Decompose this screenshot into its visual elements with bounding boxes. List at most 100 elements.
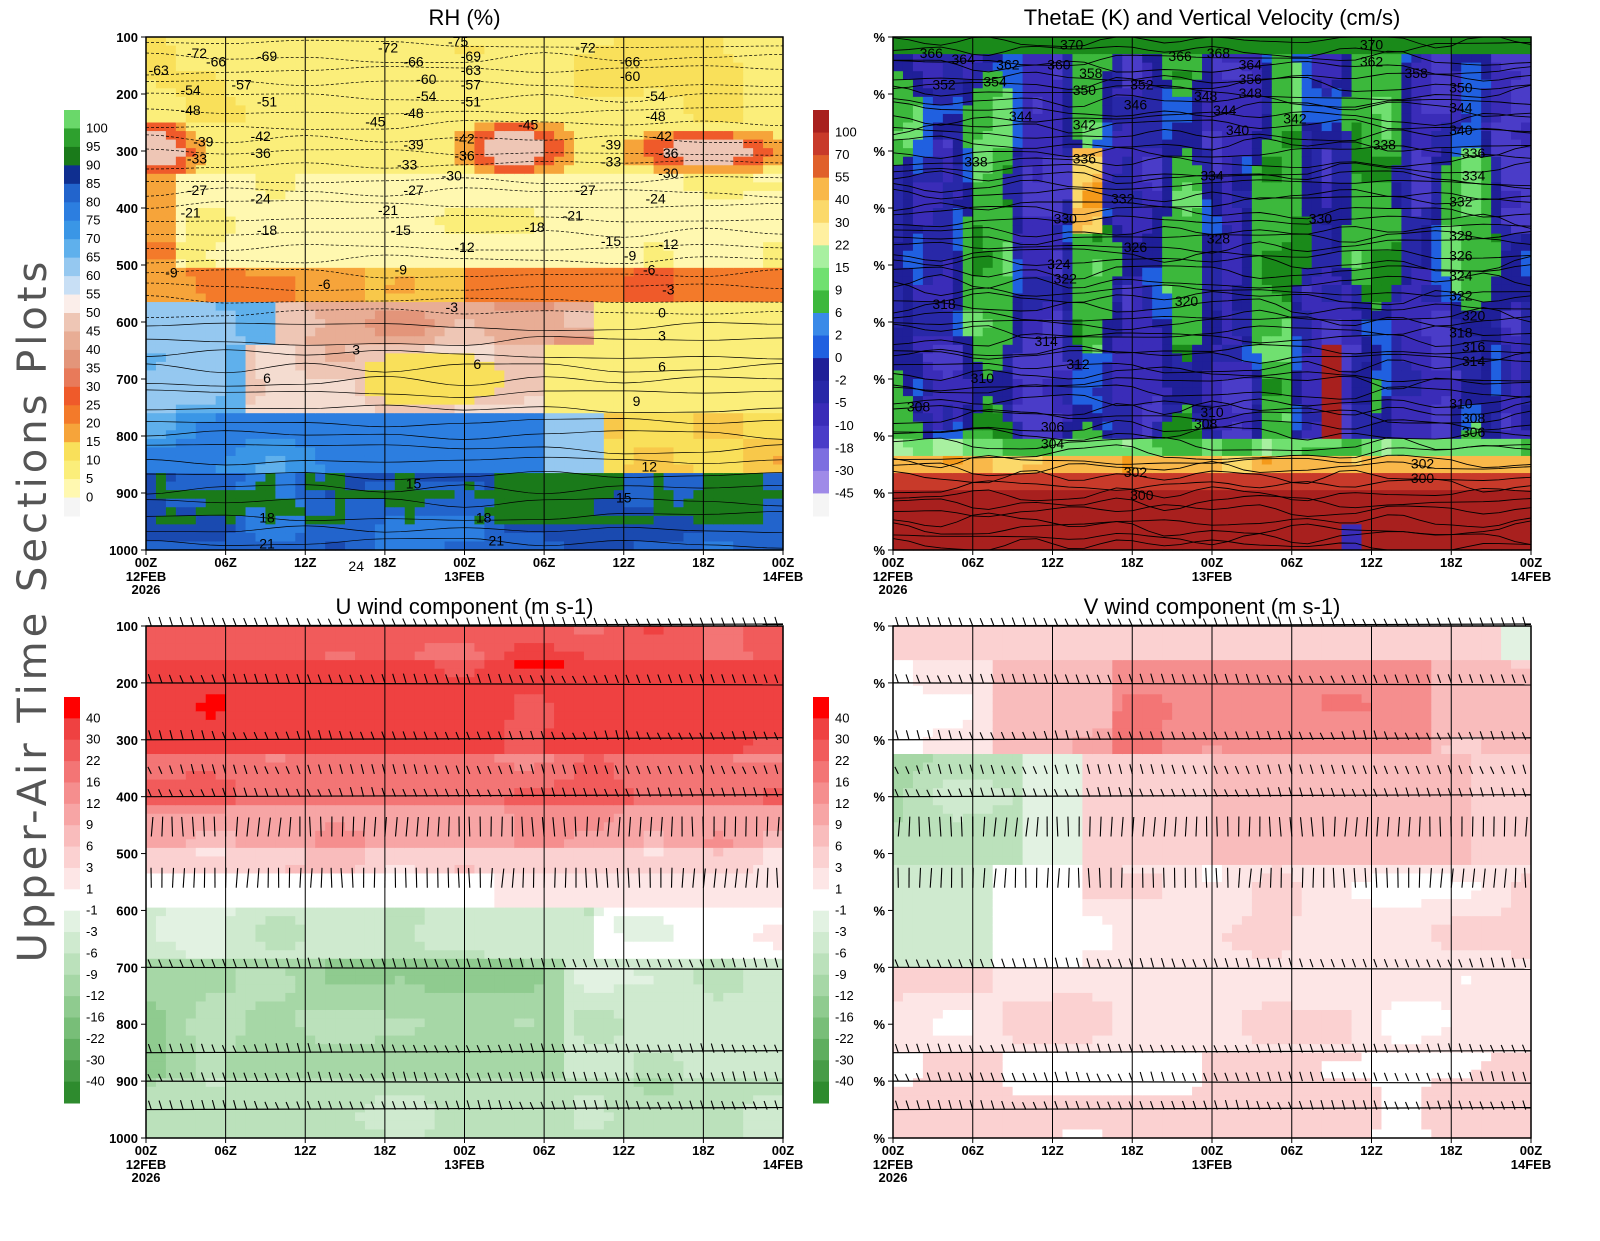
heatmap-cell (445, 268, 456, 277)
heatmap-cell (624, 336, 635, 345)
heatmap-cell (743, 157, 754, 166)
heatmap-cell (933, 217, 944, 226)
heatmap-cell (703, 413, 714, 422)
heatmap-cell (435, 242, 446, 251)
heatmap-cell (166, 148, 177, 157)
heatmap-cell (703, 302, 714, 311)
contour-label: -54 (645, 88, 665, 104)
heatmap-cell (723, 311, 734, 320)
heatmap-cell (445, 345, 456, 354)
heatmap-cell (455, 328, 466, 337)
heatmap-cell (713, 439, 724, 448)
heatmap-cell (624, 97, 635, 106)
heatmap-cell (913, 490, 924, 499)
heatmap-cell (206, 328, 217, 337)
heatmap-cell (544, 379, 555, 388)
heatmap-cell (355, 63, 366, 72)
heatmap-cell (395, 294, 406, 303)
heatmap-cell (226, 123, 237, 132)
heatmap-cell (604, 328, 615, 337)
heatmap-cell (933, 251, 944, 260)
heatmap-cell (465, 430, 476, 439)
heatmap-cell (524, 319, 535, 328)
heatmap-cell (674, 71, 685, 80)
heatmap-cell (763, 362, 774, 371)
heatmap-cell (664, 490, 675, 499)
heatmap-cell (524, 524, 535, 533)
heatmap-cell (703, 259, 714, 268)
y-tick-label: 800 (116, 429, 138, 444)
heatmap-cell (504, 294, 515, 303)
heatmap-cell (644, 71, 655, 80)
heatmap-cell (604, 499, 615, 508)
heatmap-cell (514, 268, 525, 277)
heatmap-cell (166, 302, 177, 311)
heatmap-cell (216, 294, 227, 303)
heatmap-cell (913, 63, 924, 72)
heatmap-cell (753, 541, 764, 550)
heatmap-cell (1023, 439, 1034, 448)
heatmap-cell (216, 439, 227, 448)
heatmap-cell (196, 490, 207, 499)
heatmap-cell (355, 311, 366, 320)
heatmap-cell (634, 140, 645, 149)
heatmap-cell (634, 88, 645, 97)
heatmap-cell (763, 97, 774, 106)
heatmap-cell (226, 268, 237, 277)
heatmap-cell (574, 165, 585, 174)
heatmap-cell (196, 362, 207, 371)
heatmap-cell (425, 114, 436, 123)
heatmap-cell (544, 105, 555, 114)
heatmap-cell (683, 54, 694, 63)
heatmap-cell (415, 234, 426, 243)
heatmap-cell (723, 165, 734, 174)
heatmap-cell (504, 259, 515, 268)
heatmap-cell (953, 157, 964, 166)
heatmap-cell (295, 370, 306, 379)
x-tick-label: 00Z (135, 555, 157, 570)
heatmap-cell (624, 294, 635, 303)
heatmap-cell (693, 259, 704, 268)
heatmap-cell (405, 516, 416, 525)
heatmap-cell (255, 80, 266, 89)
heatmap-cell (246, 251, 257, 260)
heatmap-cell (216, 276, 227, 285)
heatmap-cell (385, 182, 396, 191)
heatmap-cell (624, 114, 635, 123)
heatmap-cell (216, 114, 227, 123)
heatmap-cell (644, 533, 655, 542)
heatmap-cell (206, 379, 217, 388)
heatmap-cell (644, 541, 655, 550)
heatmap-cell (584, 54, 595, 63)
heatmap-cell (693, 405, 704, 414)
heatmap-cell (683, 413, 694, 422)
heatmap-cell (265, 294, 276, 303)
heatmap-cell (365, 182, 376, 191)
heatmap-cell (743, 413, 754, 422)
heatmap-cell (1003, 97, 1014, 106)
heatmap-cell (465, 499, 476, 508)
heatmap-cell (275, 439, 286, 448)
heatmap-cell (395, 123, 406, 132)
heatmap-cell (584, 413, 595, 422)
heatmap-cell (375, 182, 386, 191)
heatmap-cell (723, 63, 734, 72)
heatmap-cell (624, 88, 635, 97)
heatmap-cell (554, 234, 565, 243)
heatmap-cell (983, 242, 994, 251)
heatmap-cell (683, 379, 694, 388)
heatmap-cell (584, 157, 595, 166)
heatmap-cell (703, 191, 714, 200)
heatmap-cell (763, 148, 774, 157)
heatmap-cell (504, 148, 515, 157)
heatmap-cell (544, 533, 555, 542)
heatmap-cell (554, 447, 565, 456)
heatmap-cell (305, 88, 316, 97)
heatmap-cell (564, 251, 575, 260)
heatmap-cell (674, 328, 685, 337)
heatmap-cell (703, 123, 714, 132)
heatmap-cell (574, 370, 585, 379)
heatmap-cell (683, 148, 694, 157)
heatmap-cell (763, 422, 774, 431)
heatmap-cell (933, 439, 944, 448)
